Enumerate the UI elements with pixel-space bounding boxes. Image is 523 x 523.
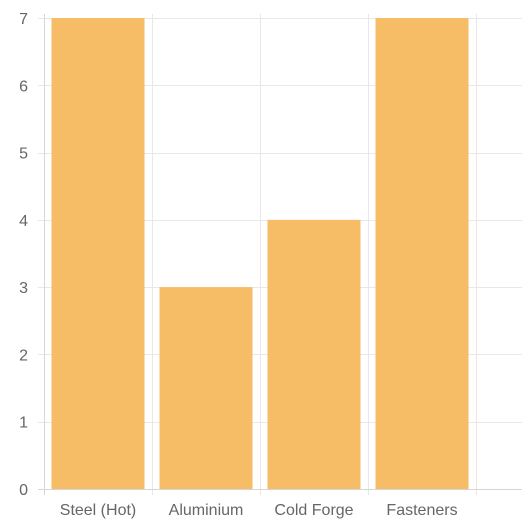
x-tick-label: Cold Forge (274, 502, 353, 519)
x-tick-label: Aluminium (169, 502, 244, 519)
y-tick-label: 3 (19, 280, 28, 297)
y-tick-label: 4 (19, 213, 28, 230)
x-tick-label: Fasteners (386, 502, 457, 519)
tick-labels-layer: 0 1 2 3 4 5 6 7 Steel (Hot) Aluminium Cold Forge Fa… (19, 11, 457, 519)
x-tick-label: Steel (Hot) (60, 502, 136, 519)
bar-fasteners[interactable] (375, 18, 469, 489)
bar-aluminium[interactable] (159, 287, 253, 489)
y-tick-label: 5 (19, 146, 28, 163)
y-tick-label: 1 (19, 415, 28, 432)
y-tick-label: 0 (19, 482, 28, 499)
y-tick-label: 7 (19, 11, 28, 28)
bar-cold-forge[interactable] (267, 219, 361, 489)
y-tick-label: 2 (19, 347, 28, 364)
bars-layer (51, 18, 469, 489)
y-tick-label: 6 (19, 78, 28, 95)
bar-steel-hot[interactable] (51, 18, 145, 489)
axes-layer (38, 14, 522, 495)
